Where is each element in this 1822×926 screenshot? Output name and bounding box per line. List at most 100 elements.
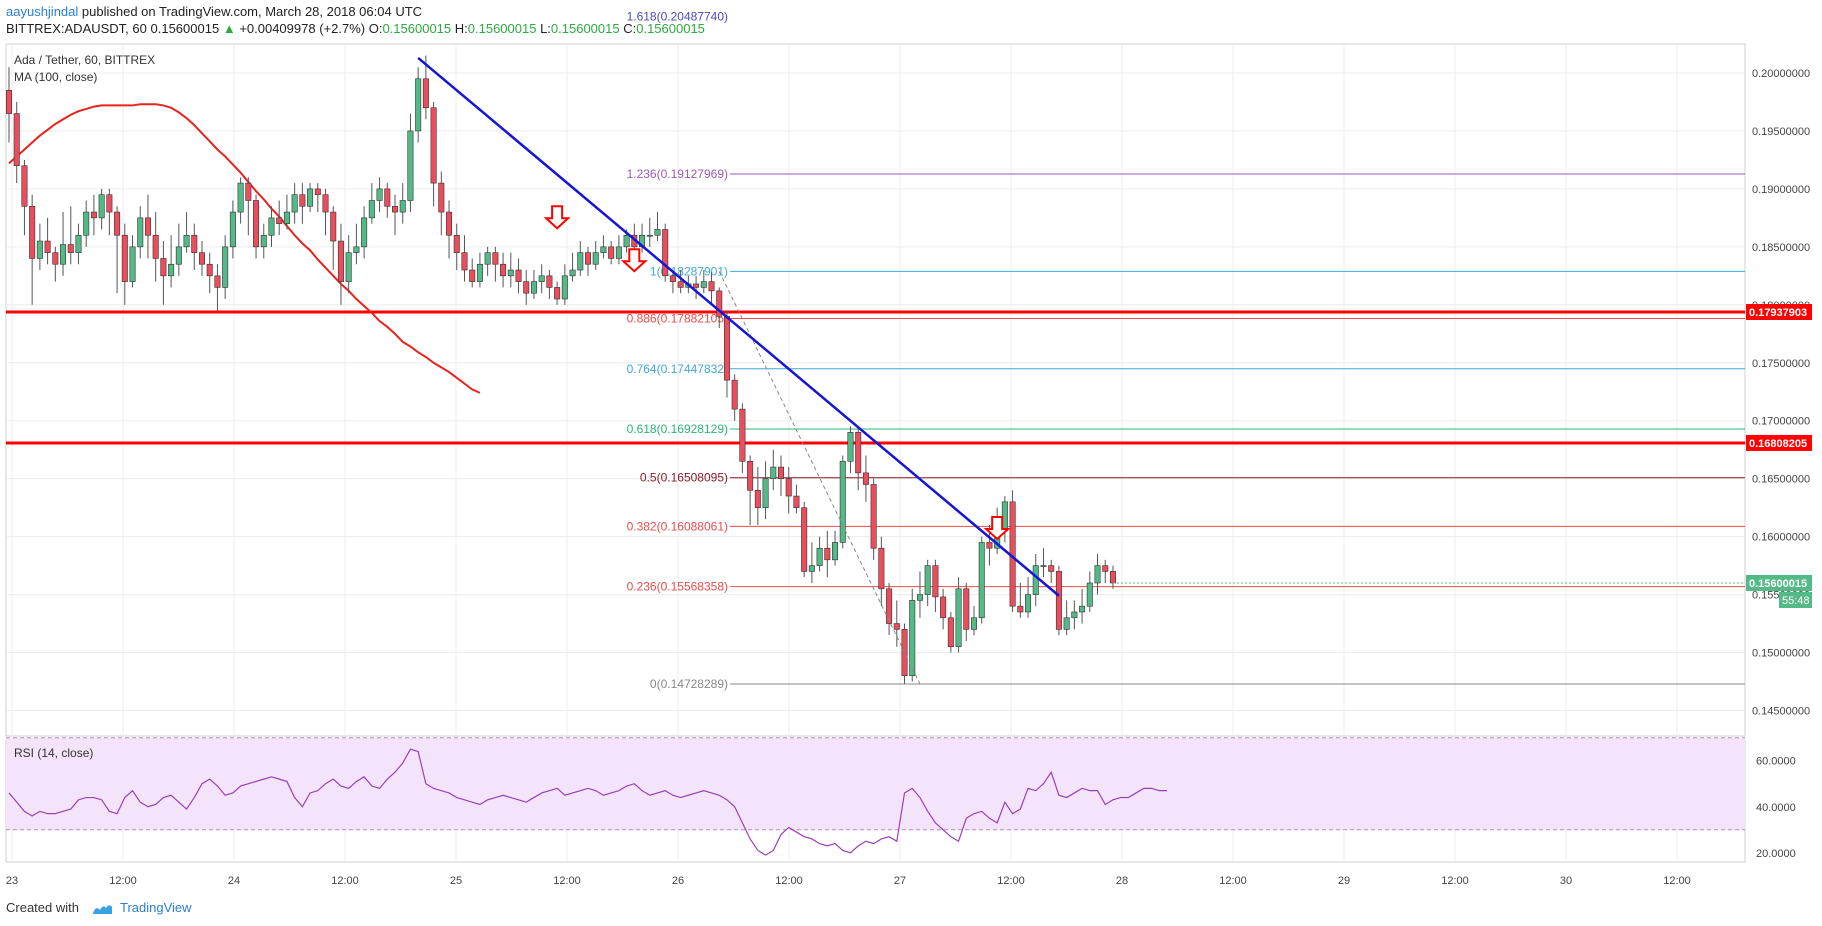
candle-body [716,290,723,317]
candle-body [1079,605,1086,613]
candle-body [963,588,970,630]
candle-body [144,217,151,236]
time-tick-label: 27 [894,875,906,887]
candle-body [314,188,321,195]
rsi-tick-label: 40.0000 [1756,802,1796,814]
candle-body [137,217,144,248]
fib-level-label: 0.764(0.17447832) [627,362,728,376]
low-value: 0.15600015 [550,21,620,36]
price-tick-label: 0.20000000 [1752,68,1810,80]
candle-body [731,379,738,410]
candle-body [276,217,283,224]
candle-body [1102,565,1109,572]
time-tick-label: 24 [228,875,240,887]
candle-body [114,211,121,236]
up-arrow-icon: ▲ [222,21,236,36]
price-axis-marker [1746,434,1812,451]
candle-body [808,565,815,572]
candle-body [886,588,893,624]
tradingview-brand-link[interactable]: TradingView [120,900,192,915]
candle-body [21,165,28,207]
candle-body [855,432,862,474]
time-tick-label: 12:00 [1219,875,1247,887]
price-tick-label: 0.19000000 [1752,184,1810,196]
candle-body [801,507,808,572]
candle-body [677,281,684,288]
candle-body [947,617,954,648]
time-tick-label: 12:00 [997,875,1025,887]
candle-body [615,246,622,259]
candle-body [422,78,429,109]
candle-body [523,281,530,294]
candle-body [669,275,676,282]
candle-body [816,547,823,566]
countdown-label: 55:48 [1782,595,1810,607]
candle-body [940,596,947,619]
candle-body [13,113,20,167]
candle-body [754,489,761,508]
publish-header: aayushjindal published on TradingView.co… [6,4,422,19]
time-tick-label: 29 [1338,875,1350,887]
candle-body [1032,565,1039,595]
candle-body [662,229,669,277]
time-tick-label: 26 [672,875,684,887]
change-value: +0.00409978 (+2.7%) [239,21,366,36]
time-tick-label: 30 [1560,875,1572,887]
open-label: O: [368,21,383,36]
price-value: 0.15600015 [150,21,220,36]
candle-body [98,194,105,219]
rsi-line [8,748,1167,856]
price-axis-marker [1746,304,1812,321]
candle-body [1040,565,1047,567]
chart-title: Ada / Tether, 60, BITTREX [14,53,155,67]
ma-indicator-label: MA (100, close) [14,70,97,84]
candle-body [222,246,229,288]
candle-body [291,194,298,213]
candle-body [106,194,113,213]
candle-body [453,234,460,253]
symbol-label: BITTREX:ADAUSDT, 60 [6,21,147,36]
candle-body [530,281,537,294]
candle-body [1109,571,1116,584]
countdown-marker [1779,591,1812,608]
down-arrow-icon [620,248,648,273]
rsi-band [6,737,1745,830]
candle-body [507,269,514,277]
candle-body [191,234,198,253]
created-with-text: Created with [6,900,79,915]
candle-body [561,275,568,300]
candle-body [415,78,422,132]
candle-body [924,565,931,595]
candle-body [569,269,576,277]
down-arrow-icon [543,205,571,230]
candle-body [708,281,715,292]
candle-body [391,205,398,213]
candle-body [862,472,869,485]
candle-body [160,258,167,277]
fib-level-label: 1(0.18287901) [650,264,728,278]
close-label: C: [623,21,637,36]
time-tick-label: 25 [450,875,462,887]
fib-level-label: 0.382(0.16088061) [627,519,728,533]
tradingview-logo-icon [92,904,112,914]
candle-body [500,263,507,277]
open-value: 0.15600015 [382,21,452,36]
fib-level-label: 1.618(0.20487740) [627,9,728,23]
candle-body [299,194,306,207]
candle-body [646,234,653,237]
author-link[interactable]: aayushjindal [6,4,79,19]
candle-body [376,188,383,201]
price-tick-label: 0.16500000 [1752,474,1810,486]
candle-body [793,495,800,508]
candle-body [121,234,128,282]
candle-body [1071,611,1078,619]
candle-body [824,547,831,561]
candle-body [36,240,43,259]
low-label: L: [540,21,551,36]
candle-body [168,263,175,277]
candle-body [878,547,885,590]
candle-body [1048,565,1055,572]
candle-body [770,466,777,479]
candle-body [307,188,314,207]
